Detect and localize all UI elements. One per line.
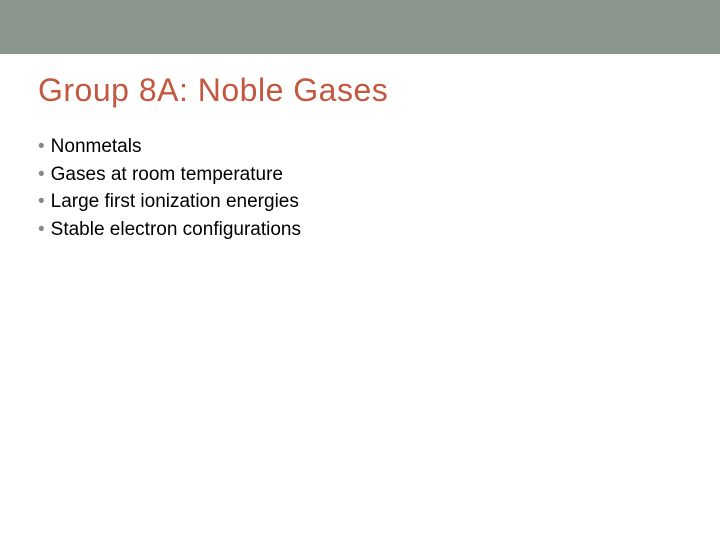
bullet-list: • Nonmetals • Gases at room temperature … xyxy=(38,133,720,243)
bullet-text: Large first ionization energies xyxy=(51,188,299,216)
bullet-icon: • xyxy=(38,188,45,216)
bullet-icon: • xyxy=(38,133,45,161)
bullet-text: Stable electron configurations xyxy=(51,216,301,244)
list-item: • Gases at room temperature xyxy=(38,161,720,189)
top-accent-bar xyxy=(0,0,720,54)
slide-title: Group 8A: Noble Gases xyxy=(38,72,720,109)
bullet-text: Gases at room temperature xyxy=(51,161,283,189)
bullet-icon: • xyxy=(38,216,45,244)
bullet-icon: • xyxy=(38,161,45,189)
list-item: • Large first ionization energies xyxy=(38,188,720,216)
bullet-text: Nonmetals xyxy=(51,133,142,161)
slide-content: Group 8A: Noble Gases • Nonmetals • Gase… xyxy=(0,54,720,243)
list-item: • Nonmetals xyxy=(38,133,720,161)
list-item: • Stable electron configurations xyxy=(38,216,720,244)
